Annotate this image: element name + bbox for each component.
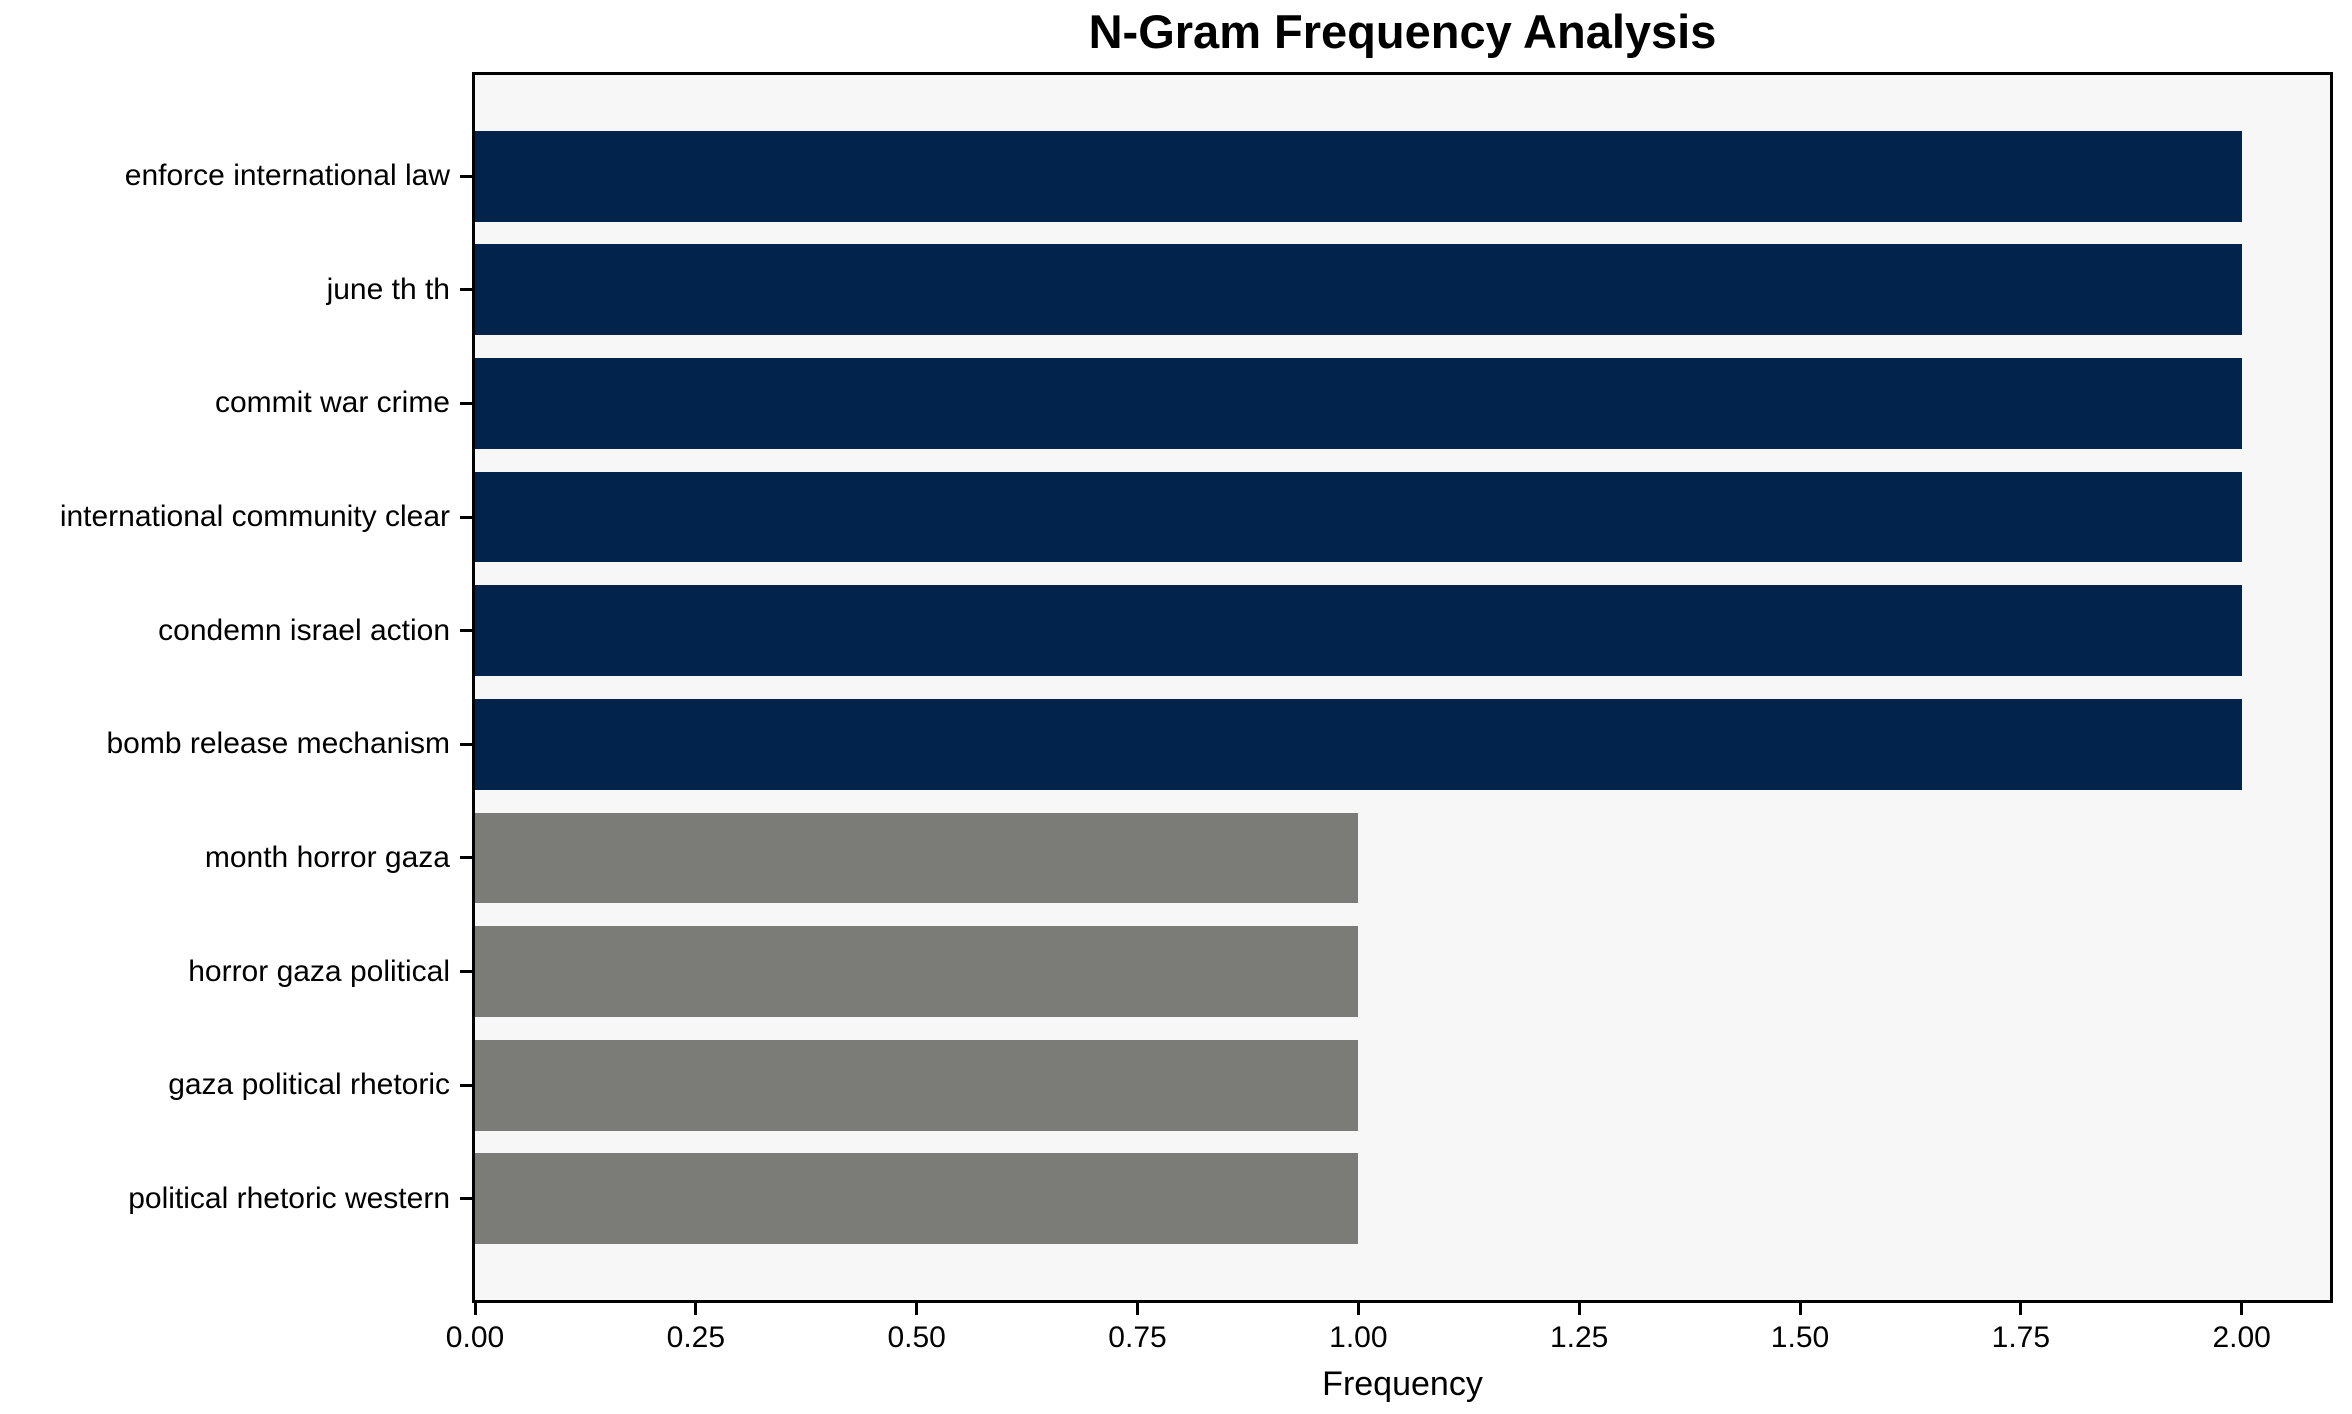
bar — [475, 926, 1359, 1018]
y-tick-label: month horror gaza — [204, 840, 450, 874]
y-tick-mark — [460, 174, 472, 178]
y-tick-label: condemn israel action — [158, 613, 450, 647]
x-tick-label: 0.75 — [1108, 1321, 1167, 1354]
chart-title: N-Gram Frequency Analysis — [1088, 5, 1717, 58]
x-tick-mark — [2019, 1303, 2023, 1315]
y-tick-label: bomb release mechanism — [106, 727, 451, 761]
x-tick-mark — [1356, 1303, 1360, 1315]
x-tick-mark — [1136, 1303, 1139, 1315]
x-tick-label: 0.00 — [445, 1321, 505, 1354]
y-tick-label: gaza political rhetoric — [168, 1068, 450, 1102]
bar — [475, 130, 2242, 222]
y-tick-label: horror gaza political — [188, 954, 450, 988]
bar — [475, 1039, 1359, 1131]
y-tick-mark — [460, 515, 472, 519]
y-tick-label: political rhetoric western — [128, 1181, 450, 1215]
y-tick-mark — [460, 970, 472, 974]
y-tick-label: international community clear — [59, 500, 450, 534]
x-tick-label: 1.00 — [1329, 1321, 1388, 1354]
x-tick-mark — [2240, 1303, 2244, 1315]
x-tick-mark — [694, 1303, 698, 1315]
bar — [475, 244, 2242, 336]
x-tick-mark — [473, 1303, 477, 1315]
x-tick-label: 0.50 — [887, 1321, 946, 1354]
y-tick-label: enforce international law — [124, 159, 450, 193]
x-tick-mark — [1577, 1303, 1581, 1315]
x-tick-label: 0.25 — [666, 1321, 726, 1354]
y-tick-mark — [460, 1197, 472, 1201]
plot-area — [472, 72, 2333, 1303]
y-tick-mark — [460, 288, 472, 292]
x-axis-title: Frequency — [1322, 1365, 1483, 1403]
y-tick-mark — [460, 629, 472, 633]
x-tick-mark — [915, 1303, 919, 1315]
x-tick-label: 2.00 — [2212, 1321, 2271, 1354]
x-tick-label: 1.75 — [1991, 1321, 2051, 1354]
y-tick-mark — [460, 856, 472, 860]
x-tick-label: 1.50 — [1770, 1321, 1830, 1354]
y-tick-label: commit war crime — [214, 386, 450, 420]
x-tick-label: 1.25 — [1549, 1321, 1609, 1354]
bar — [475, 1153, 1359, 1245]
bar — [475, 357, 2242, 449]
bar — [475, 812, 1359, 904]
y-tick-label: june th th — [326, 272, 450, 306]
y-tick-mark — [460, 742, 472, 746]
bar — [475, 471, 2242, 563]
x-tick-mark — [1798, 1303, 1802, 1315]
bar — [475, 698, 2242, 790]
y-tick-mark — [460, 1083, 472, 1087]
y-tick-mark — [460, 401, 472, 405]
bar — [475, 585, 2242, 677]
